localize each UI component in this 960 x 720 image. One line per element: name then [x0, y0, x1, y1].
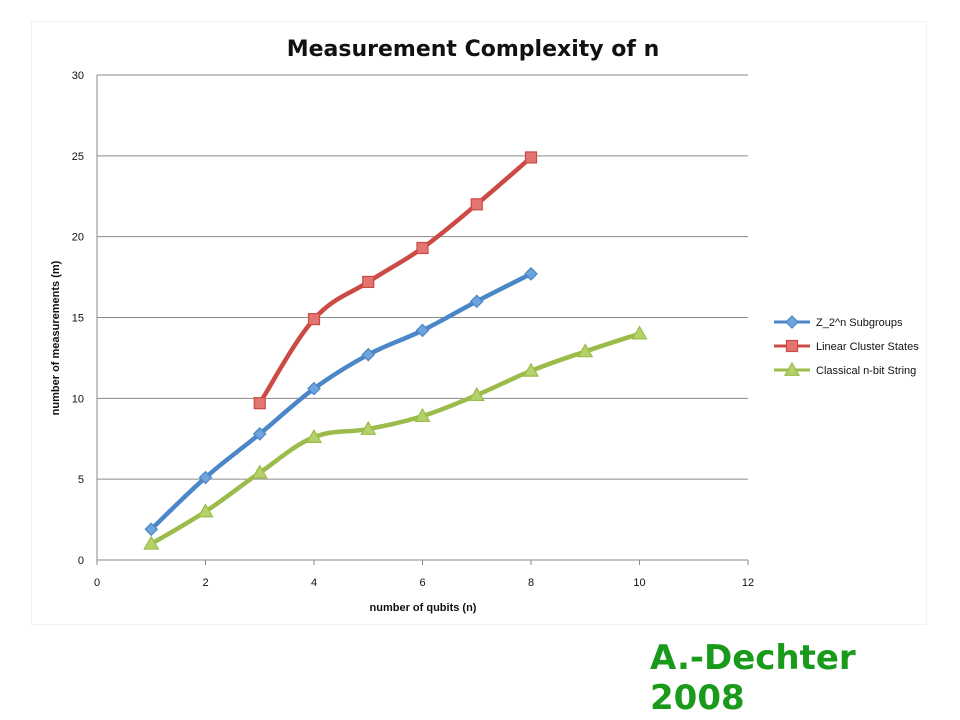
series-line [149, 331, 642, 547]
data-point [361, 347, 376, 362]
data-point [197, 503, 214, 518]
series-classical-n-bit-string [143, 325, 648, 550]
legend-entry: Classical n-bit String [774, 361, 916, 377]
legend-entry: Z_2^n Subgroups [774, 315, 903, 329]
data-point [469, 294, 484, 309]
legend-label: Classical n-bit String [816, 365, 916, 377]
y-tick-label: 10 [72, 393, 84, 405]
legend-marker [783, 361, 801, 376]
data-point [416, 241, 429, 255]
data-point [253, 397, 266, 410]
series-layer [143, 151, 648, 550]
series-line [257, 155, 534, 406]
chart-area: Measurement Complexity of n 0 5 10 15 20 25 30… [32, 22, 926, 624]
data-point [305, 428, 323, 443]
x-tick-label: 10 [633, 577, 645, 589]
data-point [577, 343, 594, 358]
x-tick-label: 4 [311, 577, 317, 589]
x-axis-label: number of qubits (n) [370, 602, 477, 614]
data-point [631, 325, 648, 340]
axes: 0 5 10 15 20 25 30 0 2 4 6 8 10 12 [72, 70, 754, 589]
legend: Z_2^n Subgroups Linear Cluster States Clas… [774, 315, 919, 377]
data-point [360, 420, 377, 435]
chart-title: Measurement Complexity of n [287, 37, 660, 62]
series-z-2-n-subgroups [144, 267, 538, 537]
data-point [415, 323, 430, 338]
data-point [524, 151, 538, 164]
data-point [524, 267, 538, 281]
legend-marker [785, 315, 799, 329]
x-tick-label: 6 [419, 577, 425, 589]
y-tick-label: 5 [78, 474, 84, 486]
data-point [198, 470, 213, 485]
data-point [144, 522, 159, 537]
series-line [149, 271, 534, 532]
y-tick-label: 20 [72, 232, 84, 244]
data-point [307, 313, 321, 326]
x-tick-label: 12 [742, 577, 754, 589]
y-tick-label: 0 [78, 555, 84, 567]
y-axis-label: number of measurements (m) [50, 260, 62, 415]
legend-entry: Linear Cluster States [774, 339, 919, 353]
x-tick-label: 8 [528, 577, 534, 589]
y-tick-label: 25 [72, 151, 84, 163]
data-point [143, 535, 160, 550]
legend-marker [785, 339, 799, 353]
data-point [414, 407, 431, 422]
y-tick-label: 15 [72, 313, 84, 325]
series-linear-cluster-states [253, 151, 538, 410]
x-tick-label: 2 [202, 577, 208, 589]
data-point [522, 362, 540, 377]
data-point [470, 198, 483, 211]
data-point [362, 275, 375, 289]
data-point [468, 386, 485, 401]
data-point [252, 427, 267, 441]
data-point [251, 464, 268, 479]
data-point [307, 381, 321, 396]
legend-label: Linear Cluster States [816, 341, 919, 353]
x-tick-label: 0 [94, 577, 100, 589]
legend-label: Z_2^n Subgroups [816, 317, 903, 329]
author-credit: A.-Dechter 2008 [650, 638, 856, 718]
line-chart: Measurement Complexity of n 051015202530… [50, 37, 919, 614]
y-tick-label: 30 [72, 70, 84, 82]
